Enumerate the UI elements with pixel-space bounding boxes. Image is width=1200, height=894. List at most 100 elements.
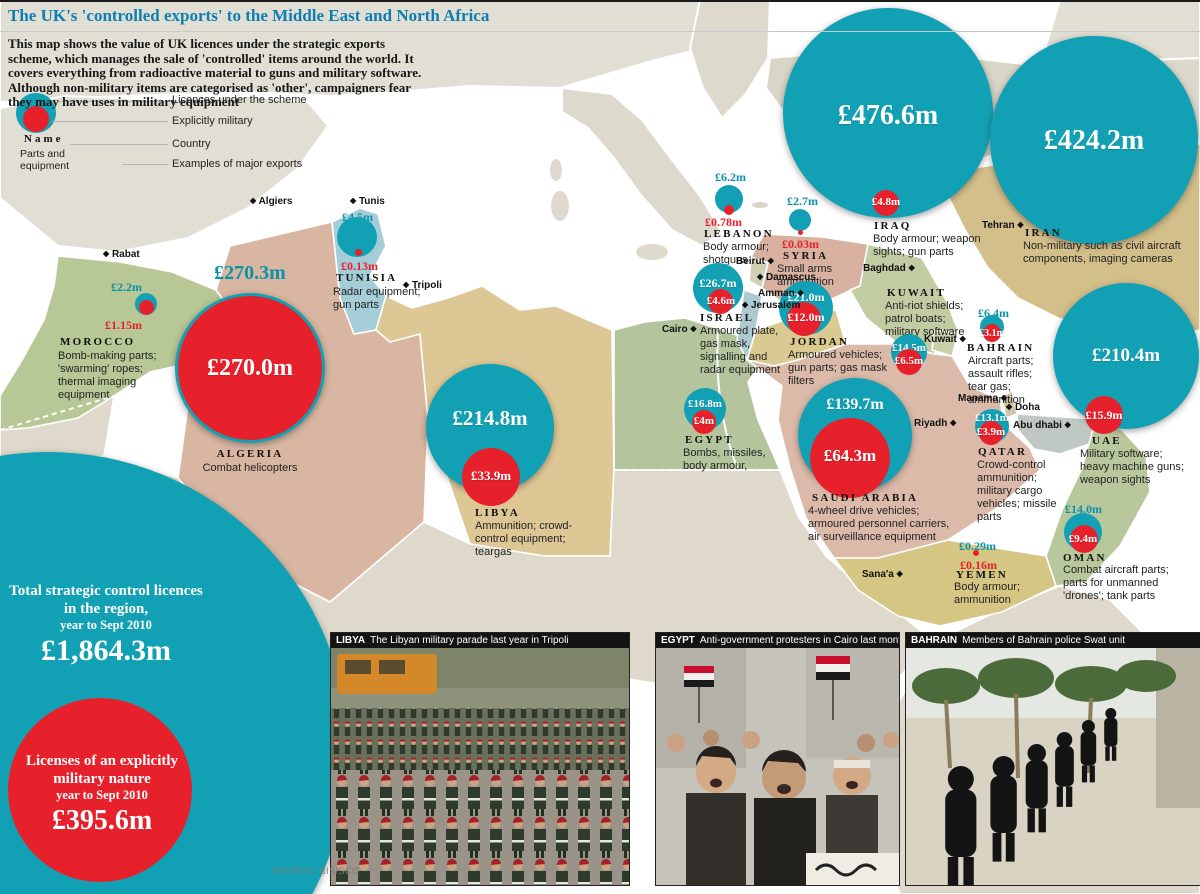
- country-name: EGYPT: [685, 434, 734, 446]
- licence-value: £6.2m: [715, 170, 746, 184]
- military-circle: [139, 300, 154, 315]
- military-value: £1.15m: [105, 318, 142, 332]
- city-amman: Amman ◆: [758, 288, 804, 299]
- licence-value: £16.8m: [688, 398, 722, 410]
- city-marker-icon: ◆: [1017, 220, 1024, 229]
- licence-value: £139.7m: [826, 396, 884, 413]
- country-name: ALGERIA: [216, 448, 284, 460]
- city-sanaa: Sana'a ◆: [862, 569, 903, 580]
- total-licences-text: Total strategic control licences in the …: [0, 582, 212, 669]
- photo-libya: LIBYA The Libyan military parade last yea…: [330, 632, 630, 886]
- military-value: £0.03m: [782, 237, 819, 251]
- source-credit: SOURCE: BIS/SCO: [272, 866, 360, 876]
- city-tripoli: ◆ Tripoli: [403, 280, 442, 291]
- country-exports: Anti-riot shields; patrol boats; militar…: [885, 300, 965, 338]
- city-marker-icon: ◆: [896, 569, 903, 578]
- city-jerusalem: ◆ Jerusalem: [742, 300, 801, 311]
- country-exports: Armoured vehicles; gun parts; gas mask f…: [788, 349, 888, 387]
- military-value: £0.13m: [341, 259, 378, 273]
- country-name: QATAR: [978, 446, 1028, 458]
- military-value: £12.0m: [787, 310, 825, 324]
- military-value: £4.6m: [706, 295, 736, 307]
- country-exports: Body armour; shotguns: [703, 241, 770, 266]
- country-name: BAHRAIN: [967, 342, 1035, 354]
- city-marker-icon: ◆: [1006, 402, 1013, 411]
- licence-circle: [783, 8, 993, 218]
- city-marker-icon: ◆: [1000, 393, 1007, 402]
- city-marker-icon: ◆: [767, 256, 774, 265]
- country-exports: Body armour; ammunition: [954, 581, 1021, 606]
- legend-military-circle: [23, 106, 49, 132]
- licence-circle: [1053, 283, 1199, 429]
- city-abu-dhabi: Abu dhabi ◆: [1013, 420, 1071, 431]
- licence-value: £14.0m: [1065, 502, 1102, 516]
- city-marker-icon: ◆: [959, 334, 966, 343]
- city-cairo: Cairo ◆: [662, 324, 697, 335]
- military-value: £4.8m: [871, 196, 901, 208]
- licence-value: £26.7m: [699, 276, 737, 290]
- military-circle: [873, 190, 899, 216]
- photo-egypt: EGYPT Anti-government protesters in Cairo…: [655, 632, 900, 886]
- licence-value: £214.8m: [452, 406, 528, 430]
- legend-military-label: Explicitly military: [172, 115, 253, 127]
- licence-value: £2.2m: [111, 280, 142, 294]
- intro-paragraph: This map shows the value of UK licences …: [8, 36, 422, 109]
- military-circle: [724, 205, 734, 215]
- country-exports: Crowd-control ammunition; military cargo…: [977, 459, 1057, 523]
- country-exports: Bombs, missiles, body armour,: [683, 447, 766, 472]
- military-circle: [462, 448, 520, 506]
- military-circle: [1070, 525, 1098, 553]
- city-marker-icon: ◆: [250, 196, 257, 205]
- total-military-value: £395.6m: [51, 805, 153, 836]
- city-doha: ◆ Doha: [1006, 402, 1040, 413]
- photo-libya-caption: LIBYA The Libyan military parade last yea…: [331, 633, 629, 648]
- city-marker-icon: ◆: [1064, 420, 1071, 429]
- legend-licences-label: Licences under the scheme: [172, 94, 307, 106]
- country-name: UAE: [1092, 435, 1122, 447]
- country-exports: Aircraft parts; assault rifles; tear gas…: [968, 355, 1034, 406]
- licence-value: £0.29m: [959, 539, 996, 553]
- top-rule: [0, 0, 1200, 2]
- city-riyadh: Riyadh ◆: [914, 418, 957, 429]
- licence-circle: [789, 209, 811, 231]
- military-circle: [1085, 396, 1123, 434]
- military-value: £0.16m: [960, 558, 997, 572]
- military-value: £33.9m: [470, 468, 512, 483]
- military-circle: [973, 550, 979, 556]
- licence-value: £270.3m: [214, 262, 286, 284]
- city-marker-icon: ◆: [103, 249, 110, 258]
- country-name: YEMEN: [956, 569, 1008, 581]
- city-marker-icon: ◆: [742, 300, 749, 309]
- city-marker-icon: ◆: [757, 272, 764, 281]
- country-name: ISRAEL: [700, 312, 755, 324]
- country-exports: Body armour; weapon sights; gun parts: [873, 233, 981, 258]
- country-name: LIBYA: [475, 507, 520, 519]
- military-value: £4m: [693, 415, 715, 427]
- military-circle: [979, 421, 1003, 445]
- licence-value: £2.7m: [787, 194, 818, 208]
- city-marker-icon: ◆: [950, 418, 957, 427]
- military-value: £3.1m: [979, 328, 1005, 339]
- bahrain-swat-image: [906, 648, 1200, 885]
- city-marker-icon: ◆: [908, 263, 915, 272]
- military-value: £15.9m: [1085, 408, 1123, 422]
- city-rabat: ◆ Rabat: [103, 249, 140, 260]
- country-name: IRAN: [1025, 227, 1062, 239]
- country-exports: Combat helicopters: [202, 462, 298, 474]
- country-exports: Non-military such as civil aircraft comp…: [1023, 240, 1181, 265]
- country-exports: Combat aircraft parts; parts for unmanne…: [1063, 564, 1169, 602]
- country-exports: 4-wheel drive vehicles; armoured personn…: [808, 505, 950, 543]
- country-exports: Bomb-making parts; 'swarming' ropes; the…: [58, 350, 157, 401]
- city-marker-icon: ◆: [350, 196, 357, 205]
- city-marker-icon: ◆: [403, 280, 410, 289]
- military-circle: [983, 324, 1001, 342]
- city-damascus: ◆ Damascus: [757, 272, 816, 283]
- city-baghdad: Baghdad ◆: [863, 263, 915, 274]
- photo-egypt-caption: EGYPT Anti-government protesters in Cairo…: [656, 633, 899, 648]
- licence-value: £424.2m: [1043, 125, 1145, 156]
- city-marker-icon: ◆: [797, 288, 804, 297]
- total-military-circle: [8, 698, 192, 882]
- military-circle: [810, 418, 890, 498]
- country-name: JORDAN: [790, 336, 850, 348]
- country-exports: Armoured plate, gas mask, signalling and…: [700, 325, 781, 376]
